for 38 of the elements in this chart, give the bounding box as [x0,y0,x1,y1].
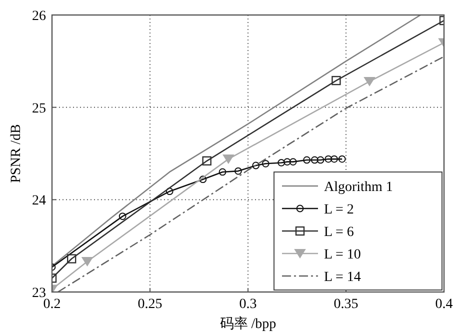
point [118,212,126,220]
legend-label: L = 14 [324,270,361,285]
point [330,155,338,163]
point [222,154,234,164]
point [82,257,93,266]
y-tick-label: 24 [32,194,46,209]
x-axis-title: 码率 /bpp [220,316,276,332]
y-tick-label: 23 [32,286,46,301]
point [202,156,212,166]
y-tick-label: 25 [32,101,46,116]
x-tick-label: 0.2 [43,297,61,312]
x-tick-label: 0.3 [239,297,257,312]
point [338,155,346,163]
point [218,168,226,176]
point [166,188,174,196]
point [289,158,297,166]
point [364,76,376,86]
point [303,156,310,164]
point [278,159,286,166]
legend-label: L = 10 [324,248,361,262]
point [199,176,207,184]
point [234,167,242,175]
legend-label: L = 2 [324,202,354,218]
point [316,156,324,164]
x-tick-label: 0.4 [435,297,453,312]
point [324,155,332,163]
point [332,76,341,86]
point [262,160,270,168]
point [67,254,76,264]
legend-label: L = 6 [324,225,354,240]
legend-label: Algorithm 1 [324,180,393,195]
point [284,158,291,166]
x-tick-label: 0.35 [334,297,358,312]
point [310,156,318,164]
y-axis-title: PSNR /dB [9,124,24,183]
x-tick-label: 0.25 [138,297,162,312]
point [252,162,260,170]
y-tick-label: 26 [32,9,46,24]
